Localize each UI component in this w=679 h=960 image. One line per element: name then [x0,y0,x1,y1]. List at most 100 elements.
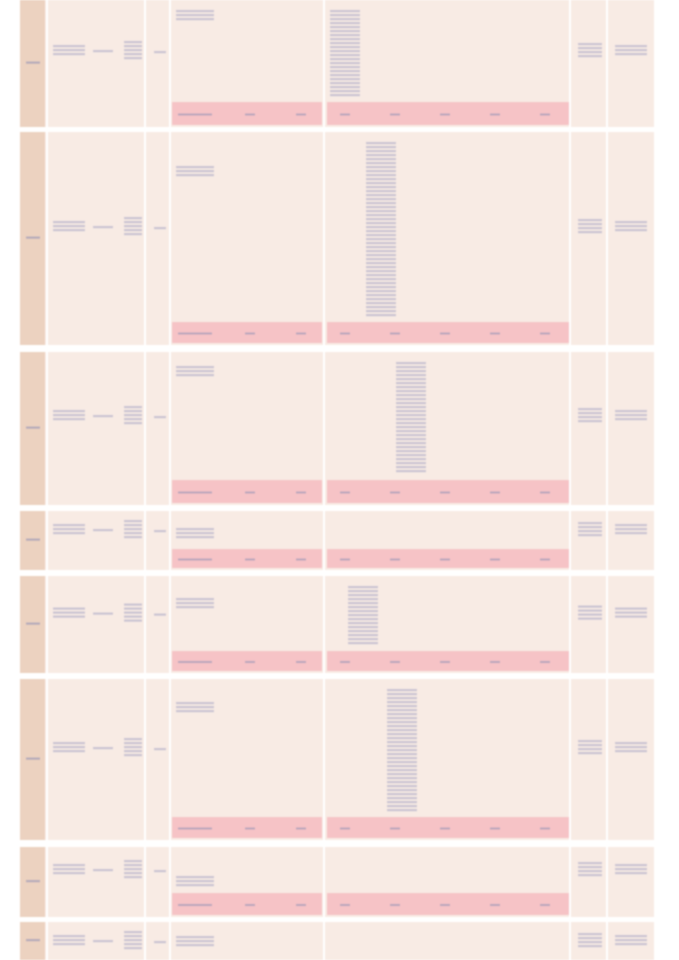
text-line [176,174,214,177]
summary-text [440,661,450,663]
text-line [366,218,396,221]
text-line [53,410,85,413]
summary-text [245,661,255,663]
text-line [387,725,417,728]
text-line [396,454,426,457]
text-line [366,178,396,181]
text-line [154,227,166,230]
text-line [396,366,426,369]
text-line [366,266,396,269]
text-line [615,524,647,527]
text-line [330,50,360,53]
text-line [578,219,602,222]
text-line [330,74,360,77]
summary-text [440,827,450,830]
text-line [578,231,602,234]
text-line [366,282,396,285]
text-line [578,617,602,620]
text-line [330,82,360,85]
text-line [26,880,40,883]
text-line [176,602,214,605]
text-line [366,310,396,313]
text-line [93,226,113,229]
text-line [396,442,426,445]
text-line [615,868,647,871]
text-line [348,638,378,641]
text-line [348,598,378,601]
summary-text [440,113,450,116]
text-line [124,45,142,48]
text-line [615,611,647,614]
text-line [124,619,142,622]
text-line [387,777,417,780]
text-line [53,868,85,871]
text-line [578,412,602,415]
text-line [53,229,85,232]
text-line [93,50,113,53]
text-line [578,933,602,936]
text-line [366,274,396,277]
text-line [124,57,142,60]
text-line [387,769,417,772]
summary-text [540,661,550,663]
summary-text [490,332,500,335]
text-line [53,528,85,531]
text-line [154,870,166,873]
text-line [615,872,647,875]
text-line [366,314,396,317]
text-line [578,752,602,755]
text-line [578,534,602,537]
text-line [176,374,214,377]
text-line [124,221,142,224]
text-line [124,414,142,417]
text-line [615,607,647,610]
text-line [366,198,396,201]
text-line [176,532,214,535]
text-line [578,420,602,423]
text-line [366,206,396,209]
text-line [330,62,360,65]
text-line [615,414,647,417]
text-line [366,254,396,257]
text-line [93,415,113,418]
row-band [20,132,655,345]
text-line [366,142,396,145]
text-line [366,270,396,273]
text-line [93,869,113,872]
text-line [387,797,417,800]
text-line [396,446,426,449]
text-line [366,234,396,237]
summary-text [540,827,550,830]
text-line [176,936,214,939]
text-line [615,225,647,228]
text-line [387,701,417,704]
text-line [396,406,426,409]
summary-text [540,558,550,561]
text-line [124,528,142,531]
text-line [124,406,142,409]
text-line [366,298,396,301]
text-line [124,754,142,757]
text-line [366,226,396,229]
text-line [176,366,214,369]
text-line [578,613,602,616]
text-line [330,90,360,93]
summary-text [490,904,500,906]
text-line [396,402,426,405]
text-line [53,414,85,417]
text-line [330,70,360,73]
text-line [366,230,396,233]
text-line [154,530,166,533]
row-band [20,922,655,960]
text-line [176,170,214,173]
summary-text [540,904,550,906]
text-line [53,607,85,610]
text-line [366,186,396,189]
text-line [330,58,360,61]
text-line [366,150,396,153]
row-band [20,679,655,840]
text-line [176,706,214,709]
text-line [366,302,396,305]
text-line [53,524,85,527]
text-line [615,418,647,421]
